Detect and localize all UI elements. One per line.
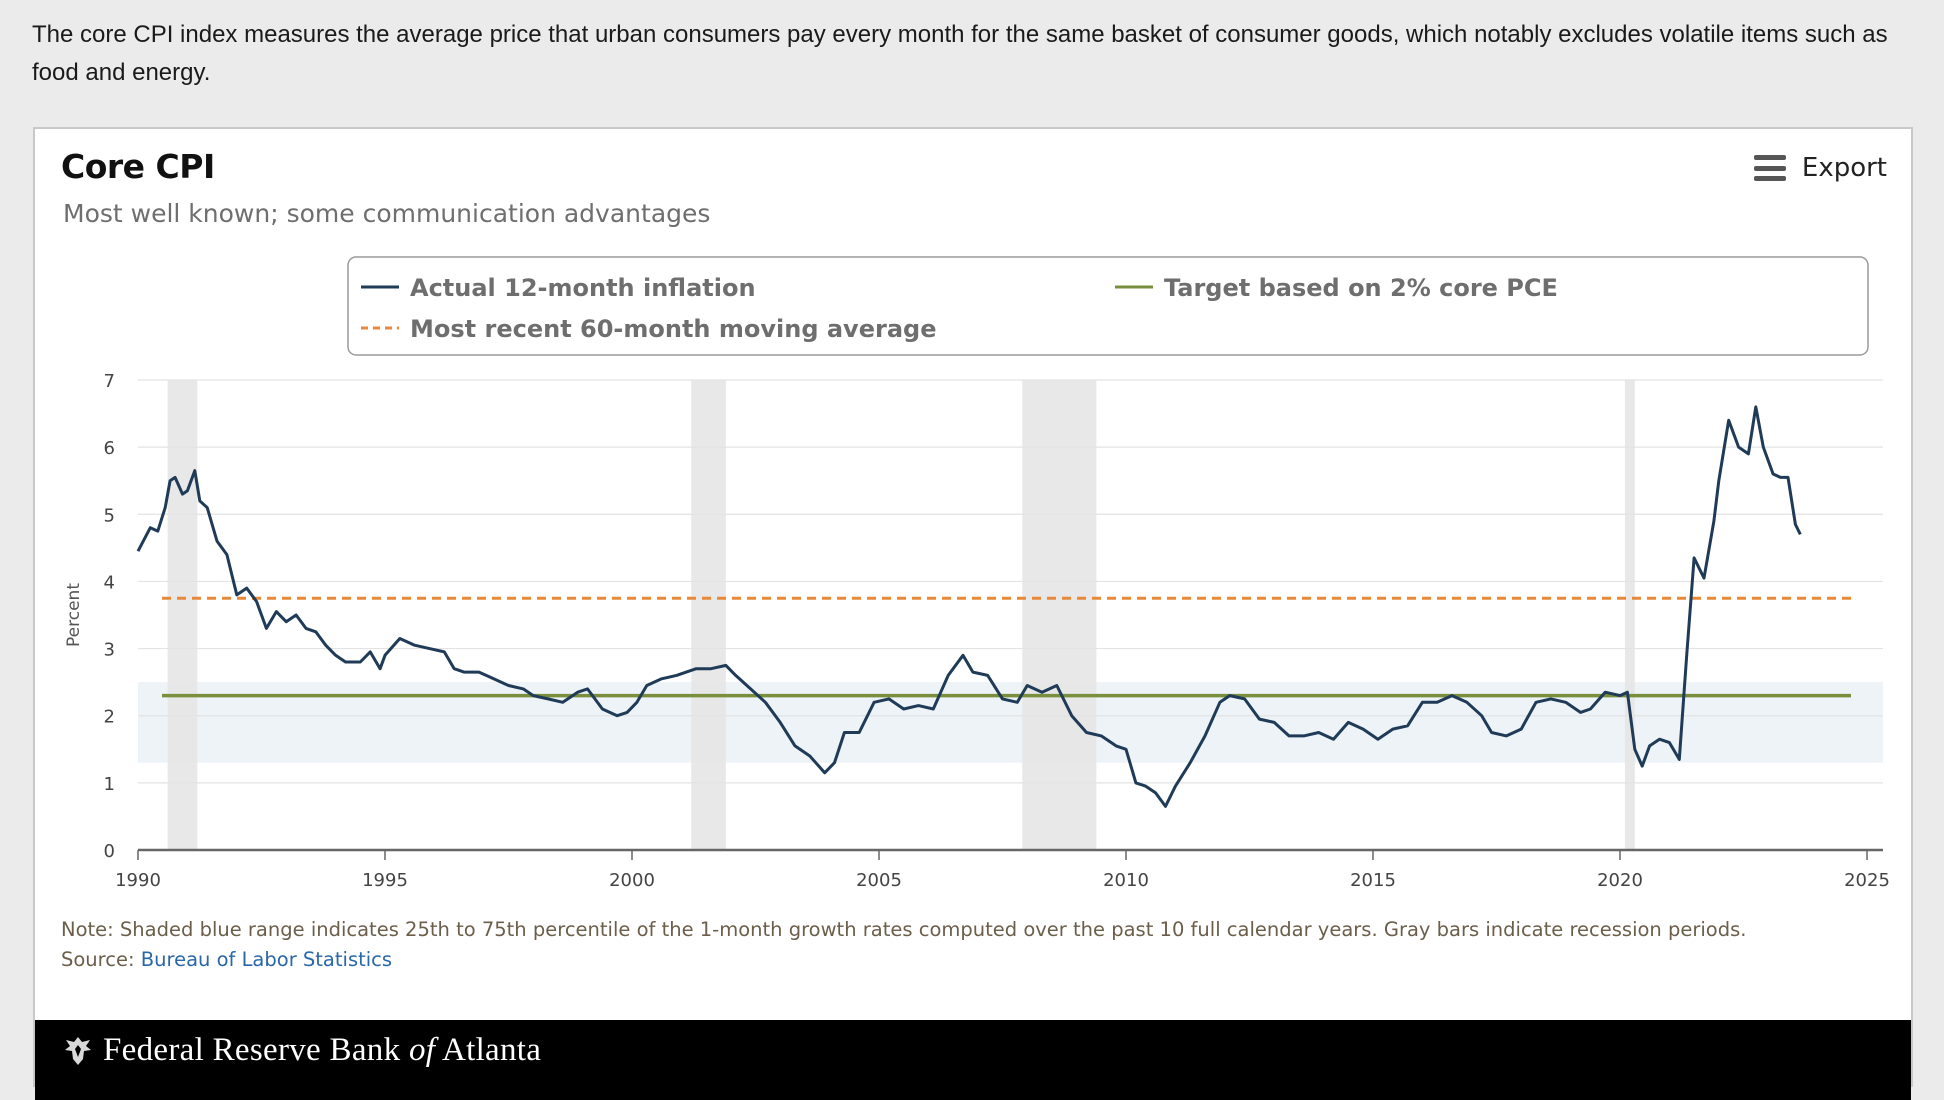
legend-label-actual[interactable]: Actual 12-month inflation <box>410 274 756 302</box>
footer-bar: Federal Reserve Bank of Atlanta <box>35 1020 1911 1100</box>
chart-note: Note: Shaded blue range indicates 25th t… <box>61 915 1746 975</box>
y-tick-label-0: 0 <box>104 841 115 862</box>
legend-box <box>347 256 1869 356</box>
note-text: Note: Shaded blue range indicates 25th t… <box>61 918 1747 941</box>
chart-card: Core CPI Most well known; some communica… <box>33 127 1913 1100</box>
source-line: Source: Bureau of Labor Statistics <box>61 945 1746 975</box>
eagle-seal-icon <box>65 1036 91 1065</box>
recession-bar-3 <box>1624 380 1635 850</box>
y-tick-label-6: 6 <box>104 438 115 459</box>
export-button[interactable]: Export <box>1753 153 1887 183</box>
chart-subtitle: Most well known; some communication adva… <box>63 199 711 228</box>
fed-logo[interactable]: Federal Reserve Bank of Atlanta <box>63 1032 541 1069</box>
fed-wordmark: Federal Reserve Bank of Atlanta <box>103 1032 542 1068</box>
y-tick-label-4: 4 <box>104 572 115 593</box>
x-tick-label-2015: 2015 <box>1350 870 1396 891</box>
recession-bar-2 <box>1022 380 1097 850</box>
core-cpi-chart: Actual 12-month inflation Target based o… <box>64 256 1890 891</box>
x-tick-label-2005: 2005 <box>856 870 902 891</box>
export-label: Export <box>1801 153 1887 183</box>
recession-bar-1 <box>691 380 726 850</box>
y-tick-label-7: 7 <box>104 371 115 392</box>
x-tick-label-1995: 1995 <box>362 870 408 891</box>
y-tick-label-2: 2 <box>104 707 115 728</box>
intro-paragraph: The core CPI index measures the average … <box>32 21 1888 86</box>
x-tick-label-2010: 2010 <box>1103 870 1149 891</box>
recession-bar-0 <box>167 380 198 850</box>
menu-icon <box>1753 155 1786 181</box>
x-tick-label-2020: 2020 <box>1597 870 1643 891</box>
source-prefix: Source: <box>61 948 141 971</box>
series-line-actual-inflation <box>136 405 1802 808</box>
x-tick-label-2025: 2025 <box>1844 870 1890 891</box>
legend-label-target[interactable]: Target based on 2% core PCE <box>1164 274 1558 302</box>
y-tick-label-3: 3 <box>104 640 115 661</box>
source-link[interactable]: Bureau of Labor Statistics <box>140 948 393 971</box>
x-tick-label-1990: 1990 <box>115 870 161 891</box>
x-tick-label-2000: 2000 <box>609 870 655 891</box>
y-tick-label-5: 5 <box>104 505 115 526</box>
y-axis-label: Percent <box>64 583 84 647</box>
chart-title: Core CPI <box>61 147 215 186</box>
legend-label-moving-average[interactable]: Most recent 60-month moving average <box>410 315 936 343</box>
y-tick-label-1: 1 <box>104 774 115 795</box>
